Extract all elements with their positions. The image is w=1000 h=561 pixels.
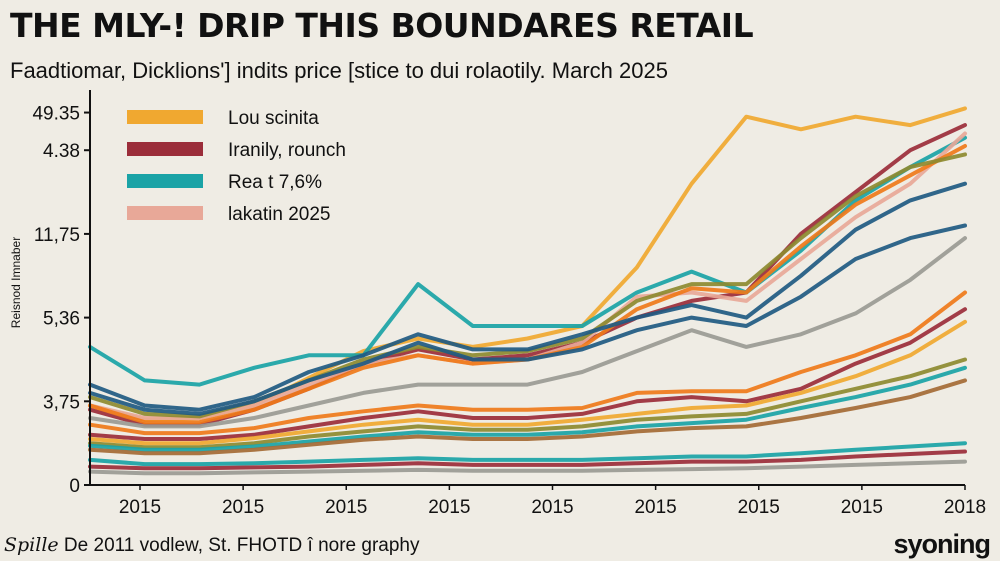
- x-tick-label: 2018: [944, 497, 986, 518]
- chart-title: THE MLY-! DRIP THIS BOUNDARES RETAIL: [10, 6, 754, 45]
- series-lines: [88, 106, 967, 476]
- brand-logo: syoning: [893, 529, 991, 559]
- y-tick-label: 3,75: [43, 392, 80, 413]
- x-tick-label: 2015: [738, 497, 780, 518]
- legend-label: lakatin 2025: [228, 204, 330, 225]
- series-line-14: [88, 365, 967, 452]
- legend-swatch: [127, 206, 203, 220]
- legend-swatch: [127, 174, 203, 188]
- legend-label: Iranily, rounch: [228, 140, 346, 161]
- legend: Lou scinita Iranily, rounch Rea t 7,6% laka…: [127, 108, 346, 225]
- legend-label: Lou scinita: [228, 108, 319, 129]
- series-line-11: [88, 307, 967, 441]
- series-line-13: [88, 357, 967, 450]
- series-line-10: [88, 290, 967, 436]
- x-tick-label: 2015: [222, 497, 264, 518]
- y-tick-label: 5,36: [43, 309, 80, 330]
- x-tick-label: 2015: [325, 497, 367, 518]
- legend-swatch: [127, 142, 203, 156]
- x-tick-label: 2015: [428, 497, 470, 518]
- series-line-7: [88, 181, 967, 412]
- y-tick-label: 4.38: [43, 141, 80, 162]
- series-line-9: [88, 236, 967, 429]
- source-text: De 2011 vodlew, St. FHOTD î nore graphy: [58, 535, 420, 556]
- series-line-15: [88, 378, 967, 456]
- x-tick-label: 2015: [119, 497, 161, 518]
- series-line-5: [88, 144, 967, 425]
- series-line-8: [88, 223, 967, 416]
- y-tick-label: 49.35: [32, 104, 80, 125]
- source-lead: Spille: [4, 534, 59, 556]
- series-line-17: [88, 449, 967, 471]
- series-line-12: [88, 319, 967, 446]
- y-axis-label: Reisnod Imnaber: [9, 237, 23, 328]
- axes: 0 3,75 5,36 11,75 4.38 49.35 2015 2015 2015 2015 2…: [9, 90, 986, 518]
- series-line-18: [88, 459, 967, 476]
- chart-subtitle: Faadtiomar, Dicklions'] indits price [st…: [10, 58, 668, 83]
- legend-swatch: [127, 110, 203, 124]
- x-tick-label: 2015: [634, 497, 676, 518]
- y-tick-label: 11,75: [34, 225, 80, 246]
- y-tick-label: 0: [69, 476, 80, 497]
- x-tick-label: 2015: [841, 497, 883, 518]
- legend-label: Rea t 7,6%: [228, 172, 322, 193]
- x-tick-label: 2015: [531, 497, 573, 518]
- source-note: Spille De 2011 vodlew, St. FHOTD î nore …: [4, 534, 419, 557]
- series-line-16: [88, 441, 967, 467]
